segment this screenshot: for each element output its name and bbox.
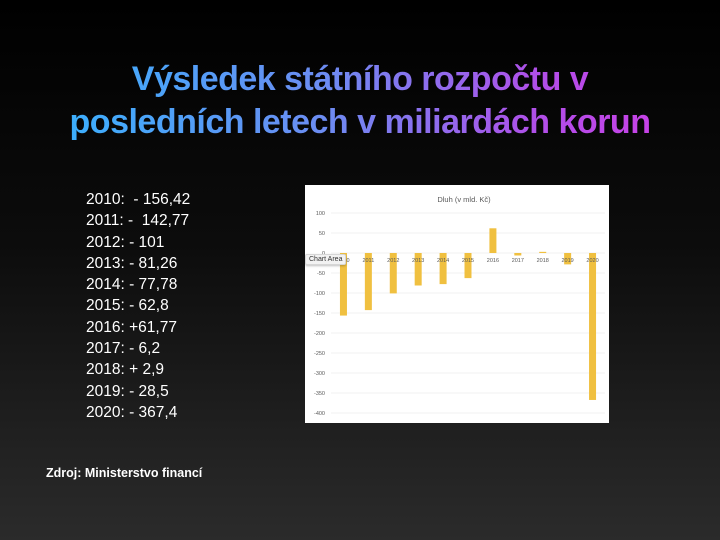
value-item: 2020: - 367,4 <box>86 403 178 421</box>
bar-2020 <box>589 253 597 400</box>
x-tick-label: 2019 <box>562 258 574 264</box>
y-tick-label: -350 <box>314 391 325 397</box>
y-tick-label: 50 <box>319 231 325 237</box>
title-line-2: posledních letech v miliardách korun <box>69 103 651 141</box>
y-tick-label: -50 <box>317 271 325 277</box>
value-item: 2016: +61,77 <box>86 318 177 336</box>
value-item: 2012: - 101 <box>86 233 165 251</box>
value-item: 2015: - 62,8 <box>86 297 169 315</box>
x-tick-label: 2016 <box>487 258 499 264</box>
x-tick-label: 2011 <box>362 258 374 264</box>
bar-2015 <box>464 253 472 279</box>
x-tick-label: 2018 <box>537 258 549 264</box>
bar-2018 <box>539 251 547 253</box>
x-tick-label: 2014 <box>437 258 449 264</box>
value-item: 2019: - 28,5 <box>86 382 169 400</box>
y-tick-label: -100 <box>314 291 325 297</box>
bar-2010 <box>339 253 347 316</box>
value-item: 2018: + 2,9 <box>86 361 164 379</box>
x-tick-label: 2013 <box>412 258 424 264</box>
x-tick-label: 2020 <box>586 258 598 264</box>
y-axis-ticks: 100500-50-100-150-200-250-300-350-400 <box>314 211 325 417</box>
bar-2011 <box>364 253 372 311</box>
chart-title: Dluh (v mld. Kč) <box>437 195 491 204</box>
value-item: 2017: - 6,2 <box>86 340 161 358</box>
bar-2017 <box>514 253 522 256</box>
y-tick-label: -200 <box>314 331 325 337</box>
budget-bar-chart: Dluh (v mld. Kč) 100500-50-100-150-200-2… <box>314 195 605 417</box>
gridlines <box>331 212 605 414</box>
budget-values-list: 2010: - 156,42 2011: - 142,77 2012: - 101 2… <box>86 189 190 423</box>
value-item: 2011: - 142,77 <box>86 212 190 230</box>
value-item: 2010: - 156,42 <box>86 191 191 208</box>
x-tick-label: 2012 <box>387 258 399 264</box>
title-line-1: Výsledek státního rozpočtu v <box>131 60 589 98</box>
value-item: 2013: - 81,26 <box>86 254 178 272</box>
y-tick-label: -300 <box>314 371 325 377</box>
bar-2013 <box>414 253 422 286</box>
slide-title: Výsledek státního rozpočtu v posledních … <box>0 58 720 144</box>
chart-panel[interactable]: Dluh (v mld. Kč) 100500-50-100-150-200-2… <box>305 185 609 423</box>
value-item: 2014: - 77,78 <box>86 276 178 294</box>
chart-area-tooltip: Chart Area <box>305 254 347 265</box>
y-tick-label: 100 <box>316 211 325 217</box>
bar-2019 <box>564 253 572 265</box>
x-axis-ticks: 2010201120122013201420152016201720182019… <box>337 258 598 264</box>
source-note: Zdroj: Ministerstvo financí <box>46 466 203 480</box>
x-tick-label: 2015 <box>462 258 474 264</box>
y-tick-label: -150 <box>314 311 325 317</box>
bar-2014 <box>439 253 447 285</box>
x-tick-label: 2017 <box>512 258 524 264</box>
bar-2012 <box>389 253 397 294</box>
bars <box>339 228 597 400</box>
bar-2016 <box>489 228 497 253</box>
y-tick-label: -400 <box>314 411 325 417</box>
y-tick-label: -250 <box>314 351 325 357</box>
